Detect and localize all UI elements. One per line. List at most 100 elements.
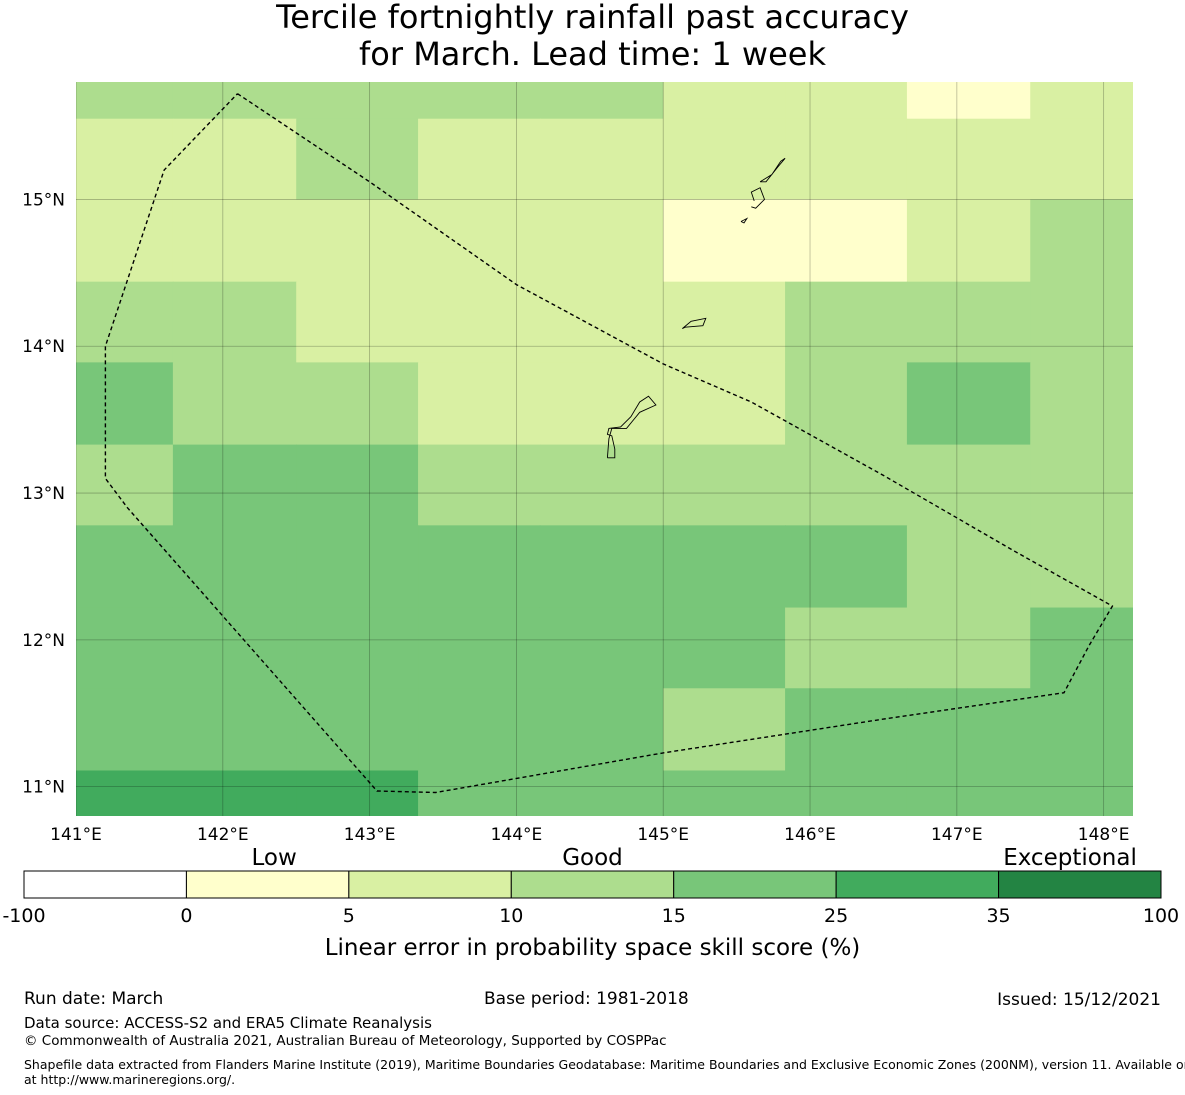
grid-cell: [1030, 82, 1133, 120]
grid-cell: [172, 607, 297, 689]
grid-cell: [1030, 444, 1133, 526]
colorbar-category-label: Low: [251, 845, 296, 871]
copyright: © Commonwealth of Australia 2021, Austra…: [24, 1033, 667, 1049]
grid-cell: [1030, 362, 1133, 446]
grid-cell: [785, 82, 908, 120]
y-tick-label: 11°N: [22, 778, 65, 798]
grid-cell: [785, 118, 908, 201]
grid-cell: [296, 362, 419, 446]
colorbar-tick-label: 100: [1143, 905, 1179, 927]
island-outline: [606, 395, 657, 459]
grid-cell: [785, 688, 908, 772]
grid-cell: [906, 281, 1031, 363]
skill-map: 141°E 142°E 143°E 144°E 145°E 146°E 147°E 148°E…: [2, 82, 1179, 961]
grid-cell: [76, 82, 174, 120]
grid-cell: [76, 607, 174, 689]
grid-cell: [785, 770, 908, 816]
grid-cell: [296, 444, 419, 526]
grid-cell: [296, 118, 419, 201]
grid-cell: [172, 199, 297, 283]
grid-cell: [172, 444, 297, 526]
data-source: Data source: ACCESS-S2 and ERA5 Climate …: [24, 1014, 432, 1032]
grid-cell: [76, 770, 174, 816]
grid-cell: [906, 688, 1031, 772]
grid-cell: [785, 444, 908, 526]
grid-cell: [1030, 199, 1133, 283]
grid-cell: [906, 199, 1031, 283]
grid-cell: [539, 688, 664, 772]
grid-cell: [418, 607, 541, 689]
grid-cell: [76, 118, 174, 201]
colorbar-tick-label: 15: [662, 905, 686, 927]
grid-cell: [418, 688, 541, 772]
island-outline: [750, 187, 766, 209]
grid-cell: [663, 118, 786, 201]
grid-cell: [539, 362, 664, 446]
grid-cell: [76, 444, 174, 526]
grid-cell: [296, 82, 419, 120]
island-outline: [682, 317, 707, 330]
grid-cell: [539, 199, 664, 283]
grid-cell: [296, 281, 419, 363]
grid-cell: [785, 607, 908, 689]
y-tick-label: 13°N: [22, 484, 65, 504]
grid-cell: [539, 118, 664, 201]
x-tick-label: 146°E: [784, 825, 836, 845]
y-tick-label: 14°N: [22, 337, 65, 357]
grid-cell: [663, 688, 786, 772]
map-layer: [76, 82, 1133, 816]
grid-cell: [418, 82, 541, 120]
grid-cell: [296, 607, 419, 689]
grid-cell: [172, 281, 297, 363]
chart-title-line-2: for March. Lead time: 1 week: [359, 35, 826, 73]
grid-cell: [76, 525, 174, 609]
colorbar-swatch: [673, 870, 837, 899]
grid-cell: [906, 118, 1031, 201]
grid-cell: [906, 525, 1031, 609]
grid-cell: [1030, 281, 1133, 363]
shapefile-credit-line-1: Shapefile data extracted from Flanders M…: [24, 1057, 1185, 1072]
y-tick-label: 15°N: [22, 190, 65, 210]
colorbar-frame: [23, 870, 1162, 899]
colorbar-swatch: [835, 870, 1000, 899]
grid-cell: [418, 525, 541, 609]
colorbar-category-label: Exceptional: [1003, 845, 1137, 871]
grid-cell: [418, 281, 541, 363]
grid-cell: [1030, 118, 1133, 201]
x-tick-label: 142°E: [197, 825, 249, 845]
grid-cell: [785, 525, 908, 609]
grid-cell: [663, 82, 786, 120]
chart-title-line-1: Tercile fortnightly rainfall past accura…: [276, 0, 909, 36]
grid-cell: [663, 362, 786, 446]
grid-cell: [296, 770, 419, 816]
grid-cell: [172, 688, 297, 772]
grid-cell: [172, 362, 297, 446]
grid-cell: [663, 199, 786, 283]
issued-date: Issued: 15/12/2021: [997, 990, 1161, 1010]
eez-boundary: [104, 93, 1114, 794]
grid-cell: [172, 770, 297, 816]
grid-cell: [539, 607, 664, 689]
grid-cell: [785, 362, 908, 446]
x-tick-label: 143°E: [344, 825, 396, 845]
grid-cell: [906, 362, 1031, 446]
grid-cell: [172, 525, 297, 609]
grid-cell: [418, 199, 541, 283]
grid-cell: [1030, 770, 1133, 816]
grid-cell: [296, 688, 419, 772]
grid-cell: [296, 199, 419, 283]
grid-cell: [785, 281, 908, 363]
grid-cell: [418, 444, 541, 526]
colorbar-tick-label: 10: [499, 905, 523, 927]
grid-cell: [76, 688, 174, 772]
colorbar-tick-label: -100: [2, 905, 45, 927]
grid-cell: [76, 281, 174, 363]
grid-cell: [663, 281, 786, 363]
colorbar-category-label: Good: [562, 845, 623, 871]
grid-cell: [663, 607, 786, 689]
colorbar-tick-label: 0: [180, 905, 192, 927]
grid-cell: [296, 525, 419, 609]
grid-cell: [906, 607, 1031, 689]
island-outline: [740, 217, 749, 224]
island-outline: [759, 157, 786, 183]
